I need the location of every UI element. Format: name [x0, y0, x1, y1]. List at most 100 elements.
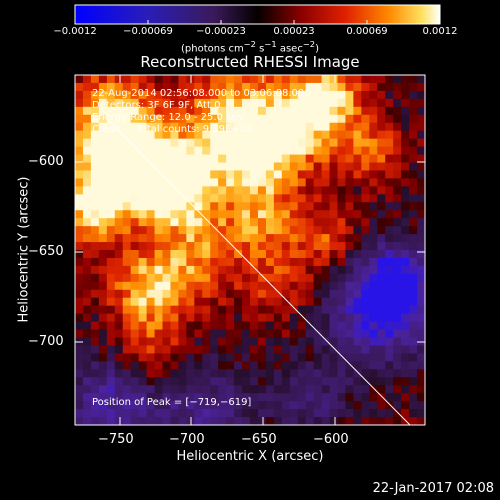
image-pixel [202, 305, 211, 315]
image-pixel [369, 409, 378, 418]
image-pixel [329, 226, 339, 235]
image-pixel [345, 170, 354, 179]
image-pixel [377, 401, 386, 410]
image-pixel [345, 289, 354, 299]
image-pixel [234, 90, 243, 100]
image-pixel [353, 273, 362, 283]
image-pixel [138, 361, 148, 370]
image-pixel [234, 329, 243, 339]
image-pixel [377, 234, 386, 243]
image-pixel [210, 75, 219, 84]
image-pixel [75, 297, 84, 307]
image-pixel [194, 369, 203, 378]
image-pixel [242, 345, 251, 354]
image-pixel [146, 305, 156, 315]
image-pixel [186, 257, 195, 267]
image-pixel [202, 281, 211, 291]
image-pixel [154, 401, 164, 410]
image-pixel [250, 305, 259, 315]
image-pixel [210, 353, 219, 362]
image-pixel [75, 273, 84, 283]
image-pixel [257, 289, 267, 299]
info-energy-range: Energy Range: 12.0 - 25.0 keV [92, 112, 245, 123]
image-pixel [114, 361, 124, 370]
image-pixel [337, 305, 347, 315]
image-pixel [202, 329, 211, 339]
image-pixel [210, 154, 219, 164]
image-pixel [409, 90, 418, 100]
image-pixel [75, 265, 84, 275]
image-pixel [353, 130, 362, 140]
image-pixel [234, 130, 243, 140]
image-pixel [273, 417, 283, 425]
image-pixel [146, 265, 156, 275]
image-pixel [265, 265, 275, 275]
image-pixel [226, 265, 235, 275]
image-pixel [265, 329, 275, 339]
image-pixel [114, 146, 124, 156]
image-pixel [361, 202, 370, 211]
image-pixel [75, 170, 84, 179]
image-pixel [377, 250, 386, 259]
image-pixel [114, 162, 124, 172]
image-pixel [313, 393, 323, 402]
image-pixel [162, 130, 172, 140]
image-pixel [281, 369, 291, 378]
image-pixel [329, 218, 339, 227]
image-pixel [353, 226, 362, 235]
image-pixel [257, 377, 267, 386]
image-pixel [90, 154, 100, 164]
image-pixel [210, 138, 219, 148]
image-pixel [122, 75, 132, 84]
image-pixel [98, 409, 108, 418]
image-pixel [234, 417, 243, 425]
image-pixel [377, 329, 386, 339]
image-pixel [361, 401, 370, 410]
image-pixel [130, 273, 140, 283]
image-pixel [106, 393, 116, 402]
image-pixel [369, 210, 378, 219]
image-pixel [146, 82, 156, 92]
image-pixel [321, 202, 331, 211]
image-pixel [130, 98, 140, 108]
image-pixel [154, 154, 164, 164]
image-pixel [289, 385, 299, 394]
image-pixel [393, 417, 402, 425]
image-pixel [281, 385, 291, 394]
image-pixel [186, 401, 195, 410]
image-pixel [313, 106, 323, 116]
image-pixel [265, 353, 275, 362]
image-pixel [257, 353, 267, 362]
image-pixel [265, 313, 275, 323]
image-pixel [138, 297, 148, 307]
image-pixel [178, 146, 187, 156]
image-pixel [130, 138, 140, 148]
image-pixel [329, 401, 339, 410]
image-pixel [186, 409, 195, 418]
image-pixel [202, 393, 211, 402]
image-pixel [234, 353, 243, 362]
image-pixel [162, 162, 172, 172]
image-pixel [393, 106, 402, 116]
image-pixel [210, 377, 219, 386]
image-pixel [90, 90, 100, 100]
image-pixel [265, 106, 275, 116]
image-pixel [329, 250, 339, 259]
image-pixel [385, 154, 394, 164]
image-pixel [417, 162, 425, 172]
image-pixel [194, 234, 203, 243]
image-pixel [106, 234, 116, 243]
image-pixel [289, 409, 299, 418]
image-pixel [417, 114, 425, 124]
image-pixel [138, 202, 148, 211]
image-pixel [170, 281, 179, 291]
image-pixel [114, 154, 124, 164]
image-pixel [210, 409, 219, 418]
image-pixel [154, 417, 164, 425]
image-pixel [114, 234, 124, 243]
image-pixel [98, 75, 108, 84]
image-pixel [385, 98, 394, 108]
image-pixel [242, 250, 251, 259]
image-pixel [337, 170, 347, 179]
